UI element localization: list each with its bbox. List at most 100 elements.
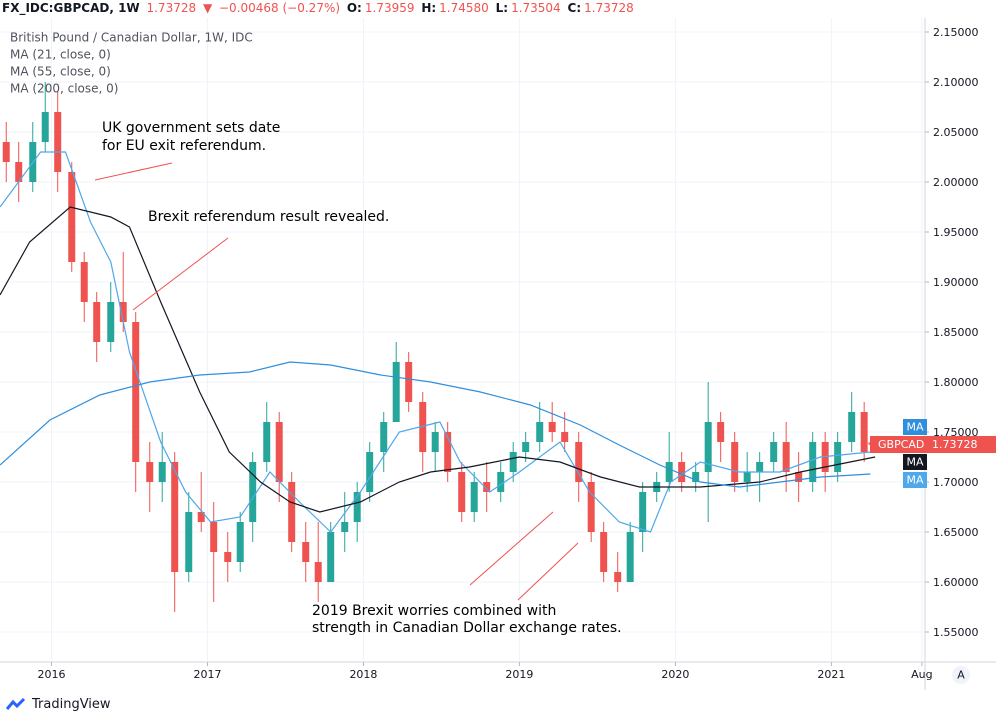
candle-body	[107, 302, 115, 342]
candle-body	[158, 462, 166, 482]
x-tick-label: Aug	[911, 668, 932, 681]
low-value: 1.73504	[511, 1, 561, 15]
annotation-arrows	[94, 162, 579, 601]
candle-body	[41, 112, 49, 142]
y-tick-label: 1.95000	[933, 226, 979, 239]
y-tick-label: 2.05000	[933, 126, 979, 139]
close-label: C:	[567, 1, 582, 15]
y-tick-label: 1.55000	[933, 626, 979, 639]
arrow	[94, 162, 173, 181]
ma-badge-label: MA	[906, 421, 923, 434]
annotation: UK government sets date	[102, 120, 280, 136]
candle-body	[536, 422, 544, 442]
candle-body	[263, 422, 271, 462]
y-tick-label: 1.70000	[933, 476, 979, 489]
price-badge	[870, 436, 996, 453]
open-value: 1.73959	[364, 1, 415, 15]
candle-body	[834, 442, 842, 472]
change-arrow: ▼	[202, 1, 213, 15]
candle-body	[380, 422, 388, 452]
candle-body	[197, 512, 205, 522]
candle-body	[770, 442, 778, 462]
auto-scale-button[interactable]	[952, 666, 970, 684]
candle-body	[275, 422, 283, 482]
candle-body	[795, 472, 803, 482]
candle-body	[626, 532, 634, 582]
candle-body	[860, 412, 868, 452]
moving-average-line	[0, 151, 871, 533]
y-tick-label: 2.10000	[933, 76, 979, 89]
candle-body	[185, 512, 193, 572]
candle-body	[522, 442, 530, 452]
ma-badge-label: MA	[906, 456, 923, 469]
candle-body	[171, 462, 179, 572]
x-tick-label: 2020	[661, 668, 689, 681]
candle-body	[692, 472, 700, 482]
brand-logo	[6, 697, 26, 710]
y-tick-label: 1.75000	[933, 426, 979, 439]
candle-body	[704, 422, 712, 472]
candle-body	[561, 432, 569, 442]
moving-average-line	[0, 361, 871, 488]
symbol-header: FX_IDC:GBPCAD, 1W 1.73728 ▼ −0.00468 (−0…	[2, 0, 637, 18]
x-tick-label: 2018	[349, 668, 377, 681]
candle-body	[678, 462, 686, 482]
auto-scale-label[interactable]: A	[957, 669, 965, 682]
open-label: O:	[346, 1, 362, 15]
candle-body	[80, 262, 88, 302]
candle-body	[497, 472, 505, 492]
legend-entry[interactable]: MA (200, close, 0)	[10, 82, 118, 96]
legend-entry[interactable]: MA (55, close, 0)	[10, 65, 111, 79]
high-value: 1.74580	[439, 1, 489, 15]
candle-body	[600, 532, 608, 572]
candle-body	[392, 362, 400, 422]
candle-body	[587, 482, 595, 532]
candle-body	[731, 442, 739, 482]
arrow	[469, 511, 554, 586]
candle-body	[458, 472, 466, 512]
legend-entry[interactable]: MA (21, close, 0)	[10, 48, 111, 62]
candle-body	[756, 462, 764, 472]
candle-body	[54, 112, 62, 172]
y-tick-label: 1.90000	[933, 276, 979, 289]
candle-body	[405, 362, 413, 402]
ma-badge	[903, 419, 927, 435]
candle-body	[93, 302, 101, 342]
candle-body	[419, 402, 427, 452]
x-tick-label: 2016	[37, 668, 65, 681]
candle-body	[119, 302, 127, 322]
ma-badge	[903, 472, 927, 488]
price-badge-value: 1.73728	[932, 438, 978, 451]
high-label: H:	[421, 1, 437, 15]
moving-average-line	[0, 206, 876, 513]
candle-body	[548, 422, 556, 432]
symbol[interactable]: FX_IDC:GBPCAD, 1W	[2, 1, 140, 15]
y-tick-label: 2.15000	[933, 26, 979, 39]
candle-body	[353, 492, 361, 522]
candle-body	[146, 462, 154, 482]
close-value: 1.73728	[584, 1, 634, 15]
chart-title: British Pound / Canadian Dollar, 1W, IDC	[10, 31, 253, 45]
y-tick-label: 1.80000	[933, 376, 979, 389]
candle-body	[665, 462, 673, 482]
candle-body	[236, 522, 244, 562]
candle-body	[288, 482, 296, 542]
price-badge-symbol: GBPCAD	[878, 438, 924, 451]
candle-body	[575, 442, 583, 482]
annotation: strength in Canadian Dollar exchange rat…	[312, 620, 622, 636]
candle-body	[68, 172, 76, 262]
candle-body	[614, 572, 622, 582]
last-price: 1.73728	[146, 1, 197, 15]
annotation: for EU exit referendum.	[102, 138, 266, 154]
change: −0.00468 (−0.27%)	[219, 1, 341, 15]
ma-badge	[903, 454, 927, 470]
y-tick-label: 1.60000	[933, 576, 979, 589]
brand[interactable]: TradingView	[32, 697, 111, 712]
arrow	[517, 542, 579, 601]
candle-body	[509, 452, 517, 472]
y-tick-label: 1.65000	[933, 526, 979, 539]
x-tick-label: 2019	[505, 668, 533, 681]
footer: TradingView	[6, 697, 111, 712]
candle-body	[444, 432, 452, 472]
